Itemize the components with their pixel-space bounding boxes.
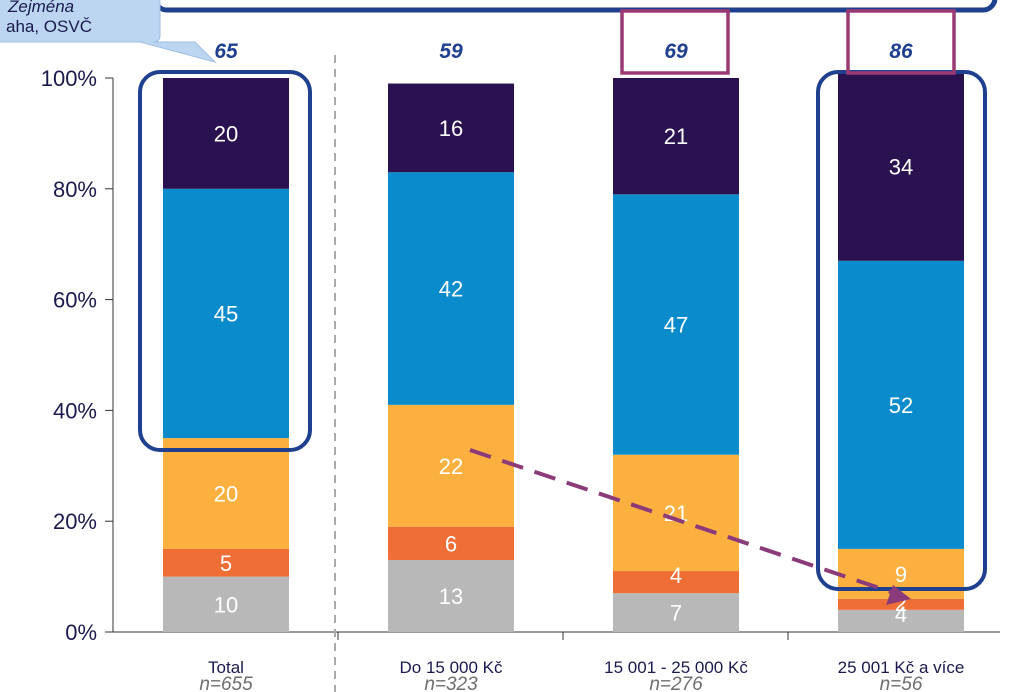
bar-segment bbox=[163, 438, 289, 549]
segment-value-label: 47 bbox=[664, 313, 688, 338]
bar-segment bbox=[613, 571, 739, 594]
bar-segment bbox=[163, 78, 289, 189]
segment-value-label: 6 bbox=[445, 531, 457, 556]
callout-line1: Zejména bbox=[7, 0, 74, 16]
total-86-highlight-box bbox=[846, 9, 956, 75]
bar-segment bbox=[163, 188, 289, 439]
category-label: Do 15 000 Kč bbox=[399, 658, 503, 677]
bar-segment bbox=[388, 559, 514, 632]
segment-value-label: 45 bbox=[214, 301, 238, 326]
trend-arrow-head bbox=[886, 585, 911, 605]
bar-segment bbox=[838, 260, 964, 549]
top-total-label: 86 bbox=[889, 40, 913, 63]
sample-size-label: n=655 bbox=[199, 674, 253, 692]
bar-segment bbox=[613, 78, 739, 195]
segment-value-label: 21 bbox=[664, 501, 688, 526]
segment-value-label: 20 bbox=[214, 121, 238, 146]
trend-arrow bbox=[469, 448, 911, 605]
y-tick-label: 0% bbox=[65, 620, 97, 645]
segment-value-label: 10 bbox=[214, 592, 238, 617]
segment-value-label: 5 bbox=[220, 551, 232, 576]
top-total-label: 59 bbox=[439, 40, 463, 63]
bar-segment bbox=[388, 83, 514, 173]
segment-value-label: 4 bbox=[670, 563, 682, 588]
bar-segment bbox=[613, 593, 739, 632]
total-69-highlight-box bbox=[620, 9, 730, 75]
segment-value-label: 7 bbox=[670, 601, 682, 626]
bar-segment bbox=[838, 72, 964, 261]
category-label: Total bbox=[208, 658, 244, 677]
y-tick-label: 60% bbox=[53, 288, 97, 313]
sample-size-label: n=323 bbox=[424, 674, 478, 692]
segment-value-label: 20 bbox=[214, 482, 238, 507]
callout-line2: aha, OSVČ bbox=[6, 17, 92, 36]
callout-shape bbox=[0, 0, 217, 63]
segment-value-label: 34 bbox=[889, 155, 913, 180]
top-total-label: 69 bbox=[664, 40, 688, 63]
top-total-label: 65 bbox=[214, 40, 238, 63]
y-tick-label: 40% bbox=[53, 398, 97, 423]
bar-segment bbox=[613, 454, 739, 572]
top-banner-frame bbox=[152, 0, 998, 13]
callout-bubble: Zejména aha, OSVČ bbox=[0, 0, 217, 63]
segment-value-label: 9 bbox=[895, 562, 907, 587]
category-label: 15 001 - 25 000 Kč bbox=[604, 658, 748, 677]
total-bar-highlight-frame bbox=[138, 70, 312, 452]
segment-value-label: 16 bbox=[439, 116, 463, 141]
bar-segment bbox=[838, 598, 964, 610]
y-tick-label: 100% bbox=[41, 66, 97, 91]
sample-size-label: n=276 bbox=[649, 674, 703, 692]
bar-segment bbox=[838, 609, 964, 632]
bar-segment bbox=[388, 526, 514, 560]
bar-segment bbox=[388, 404, 514, 527]
segment-value-label: 52 bbox=[889, 393, 913, 418]
segment-value-label: 42 bbox=[439, 277, 463, 302]
segment-value-label: 13 bbox=[439, 584, 463, 609]
category-label: 25 001 Kč a více bbox=[838, 658, 965, 677]
segment-value-label: 4 bbox=[895, 602, 907, 627]
segment-value-label: 22 bbox=[439, 454, 463, 479]
trend-arrow-line bbox=[469, 448, 901, 597]
y-tick-label: 80% bbox=[53, 177, 97, 202]
bar-segment bbox=[163, 548, 289, 577]
sample-size-label: n=56 bbox=[880, 674, 923, 692]
bar-segment bbox=[163, 576, 289, 632]
bar-segment bbox=[613, 194, 739, 455]
y-tick-label: 20% bbox=[53, 509, 97, 534]
segment-value-label: 21 bbox=[664, 124, 688, 149]
bar-segment bbox=[388, 172, 514, 405]
